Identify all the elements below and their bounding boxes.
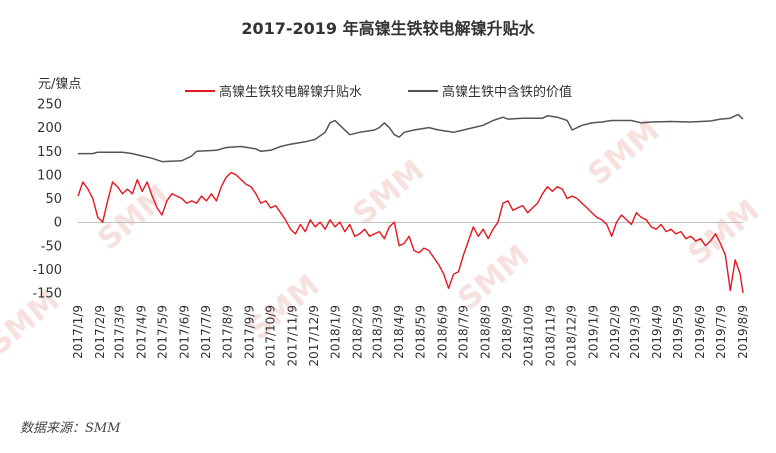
x-tick-label: 2019/7/9 bbox=[714, 305, 728, 359]
x-tick-label: 2018/4/9 bbox=[392, 305, 406, 359]
x-tick-label: 2017/7/9 bbox=[199, 305, 213, 359]
legend-label-iron-value: 高镍生铁中含铁的价值 bbox=[442, 84, 572, 100]
y-axis: 250 200 150 100 50 0 -50 -100 -150 bbox=[32, 98, 62, 302]
x-tick-label: 2019/6/9 bbox=[693, 305, 707, 359]
x-tick-label: 2017/12/9 bbox=[307, 305, 321, 367]
series-line-iron-value bbox=[78, 113, 744, 163]
series-layer bbox=[77, 113, 744, 294]
x-tick-label: 2018/10/9 bbox=[521, 305, 535, 367]
x-tick-label: 2019/5/9 bbox=[671, 305, 685, 359]
x-tick-label: 2018/11/9 bbox=[543, 305, 557, 367]
y-axis-unit-label: 元/镍点 bbox=[38, 77, 81, 92]
x-tick-label: 2018/12/9 bbox=[564, 305, 578, 367]
x-tick-label: 2017/8/9 bbox=[221, 305, 235, 359]
y-tick-label: 100 bbox=[37, 168, 62, 183]
x-tick-label: 2018/8/9 bbox=[478, 305, 492, 359]
y-tick-label: -150 bbox=[32, 287, 62, 302]
x-tick-label: 2018/2/9 bbox=[351, 305, 365, 359]
watermark-logo: SMM bbox=[346, 153, 431, 232]
x-tick-label: 2018/6/9 bbox=[435, 305, 449, 359]
y-tick-label: -50 bbox=[41, 239, 62, 254]
y-tick-label: -100 bbox=[32, 263, 62, 278]
x-tick-label: 2017/5/9 bbox=[156, 305, 170, 359]
y-tick-label: 50 bbox=[45, 192, 62, 207]
x-axis: 2017/1/9 2017/2/9 2017/3/9 2017/4/9 2017/5/9… bbox=[71, 305, 750, 367]
x-tick-label: 2017/6/9 bbox=[178, 305, 192, 359]
x-tick-label: 2017/9/9 bbox=[243, 305, 257, 359]
chart-title: 2017-2019 年高镍生铁较电解镍升贴水 bbox=[241, 19, 535, 38]
x-tick-label: 2018/3/9 bbox=[370, 305, 384, 359]
x-tick-label: 2017/3/9 bbox=[113, 305, 127, 359]
x-tick-label: 2018/1/9 bbox=[329, 305, 343, 359]
chart-legend: 高镍生铁较电解镍升贴水 高镍生铁中含铁的价值 bbox=[185, 84, 572, 100]
x-tick-label: 2018/9/9 bbox=[500, 305, 514, 359]
y-tick-label: 250 bbox=[37, 98, 62, 113]
x-tick-label: 2017/2/9 bbox=[93, 305, 107, 359]
x-tick-label: 2017/10/9 bbox=[264, 305, 278, 367]
x-tick-label: 2019/4/9 bbox=[650, 305, 664, 359]
x-tick-label: 2019/8/9 bbox=[736, 305, 750, 359]
series-line-premium bbox=[77, 171, 744, 294]
x-tick-label: 2018/5/9 bbox=[413, 305, 427, 359]
y-tick-label: 150 bbox=[37, 145, 62, 160]
source-note: 数据来源：SMM bbox=[20, 421, 121, 436]
y-tick-label: 200 bbox=[37, 121, 62, 136]
watermark-logo: SMM bbox=[581, 113, 666, 192]
x-tick-label: 2017/11/9 bbox=[286, 305, 300, 367]
x-tick-label: 2017/1/9 bbox=[71, 305, 85, 359]
x-tick-label: 2019/1/9 bbox=[586, 305, 600, 359]
x-tick-label: 2018/7/9 bbox=[456, 305, 470, 359]
x-tick-label: 2017/4/9 bbox=[135, 305, 149, 359]
y-tick-label: 0 bbox=[54, 216, 62, 231]
watermark-logo: SMM bbox=[681, 193, 766, 272]
x-tick-label: 2019/2/9 bbox=[608, 305, 622, 359]
legend-label-premium: 高镍生铁较电解镍升贴水 bbox=[219, 84, 362, 100]
x-tick-label: 2019/3/9 bbox=[628, 305, 642, 359]
